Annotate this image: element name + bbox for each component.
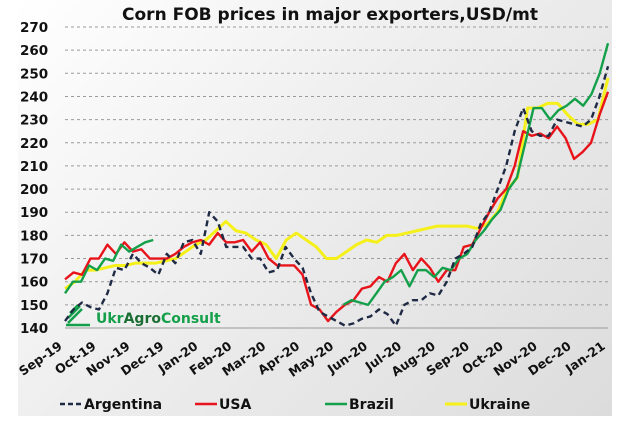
- legend-label-usa: USA: [219, 397, 251, 413]
- y-tick-label: 200: [20, 182, 48, 198]
- y-tick-label: 160: [20, 275, 48, 291]
- y-tick-label: 240: [20, 89, 48, 105]
- y-tick-label: 180: [20, 228, 48, 244]
- legend-label-argentina: Argentina: [84, 397, 162, 413]
- series-line-argentina: [64, 66, 610, 327]
- legend-label-ukraine: Ukraine: [469, 397, 530, 413]
- series-line-ukraine: [64, 77, 610, 290]
- series-line-brazil: [342, 42, 610, 307]
- svg-text:UkrAgroConsult: UkrAgroConsult: [96, 311, 221, 327]
- legend-label-brazil: Brazil: [349, 397, 394, 413]
- y-tick-label: 270: [20, 20, 48, 36]
- y-tick-label: 250: [20, 66, 48, 82]
- y-tick-label: 190: [20, 205, 48, 221]
- y-tick-label: 140: [20, 321, 48, 337]
- series-line-usa: [64, 91, 610, 323]
- chart-title: Corn FOB prices in major exporters,USD/m…: [122, 5, 538, 25]
- y-tick-label: 220: [20, 136, 48, 152]
- series-line-brazil: [64, 238, 154, 294]
- y-tick-label: 260: [20, 43, 48, 59]
- y-tick-label: 150: [20, 298, 48, 314]
- y-tick-label: 210: [20, 159, 48, 175]
- ukragroconsult-logo: UkrAgroConsult: [66, 304, 221, 327]
- chart-background: [18, 0, 612, 416]
- logo-icon: [66, 304, 90, 327]
- y-tick-label: 170: [20, 252, 48, 268]
- y-tick-label: 230: [20, 113, 48, 129]
